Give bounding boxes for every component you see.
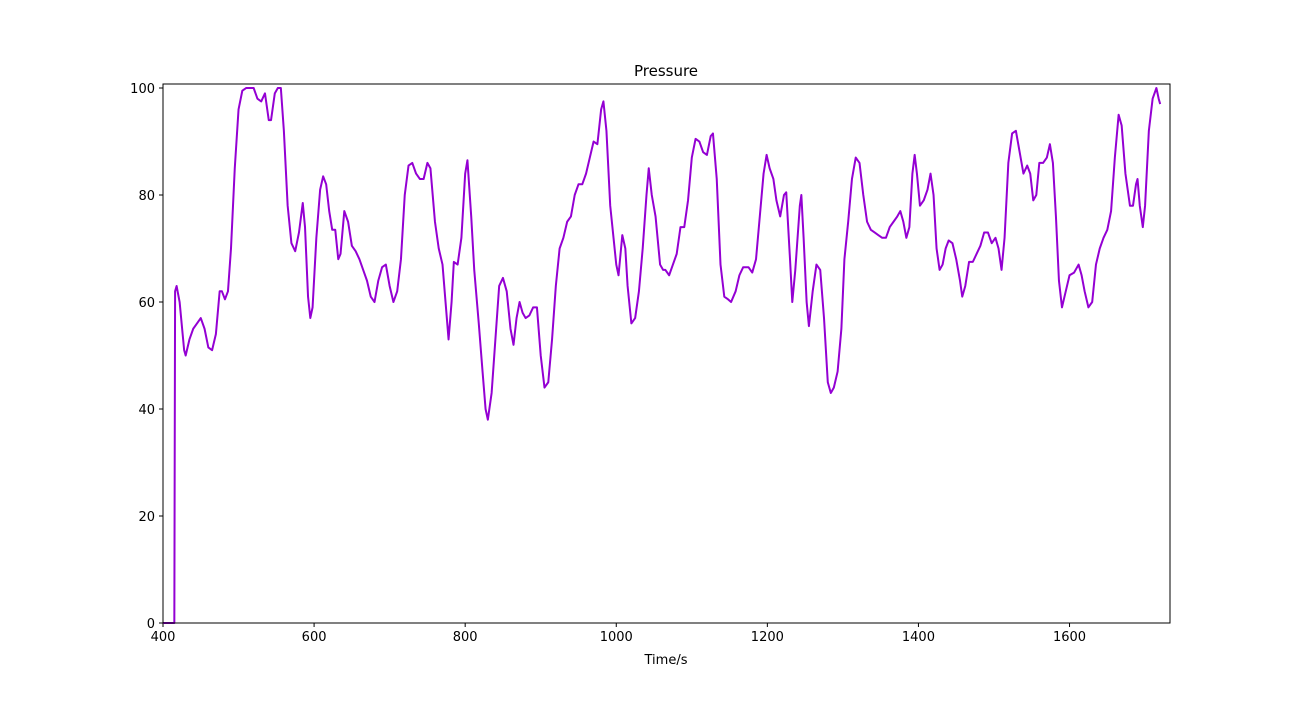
x-tick-label: 1000: [600, 630, 633, 645]
data-line: [163, 87, 1162, 624]
x-tick-label: 600: [302, 630, 327, 645]
y-tick-label: 60: [138, 296, 155, 311]
y-tick-label: 80: [138, 189, 155, 204]
x-tick-label: 400: [151, 630, 176, 645]
x-tick-label: 1200: [751, 630, 784, 645]
chart-title: Pressure: [634, 62, 698, 80]
y-tick-label: 40: [138, 403, 155, 418]
x-tick-label: 1400: [902, 630, 935, 645]
y-tick-label: 20: [138, 510, 155, 525]
plot-frame: [162, 83, 1171, 624]
y-tick-label: 0: [147, 617, 155, 632]
x-tick-label: 800: [453, 630, 478, 645]
y-tick-label: 100: [130, 82, 155, 97]
x-axis-label: Time/s: [644, 653, 688, 668]
x-tick-label: 1600: [1053, 630, 1086, 645]
